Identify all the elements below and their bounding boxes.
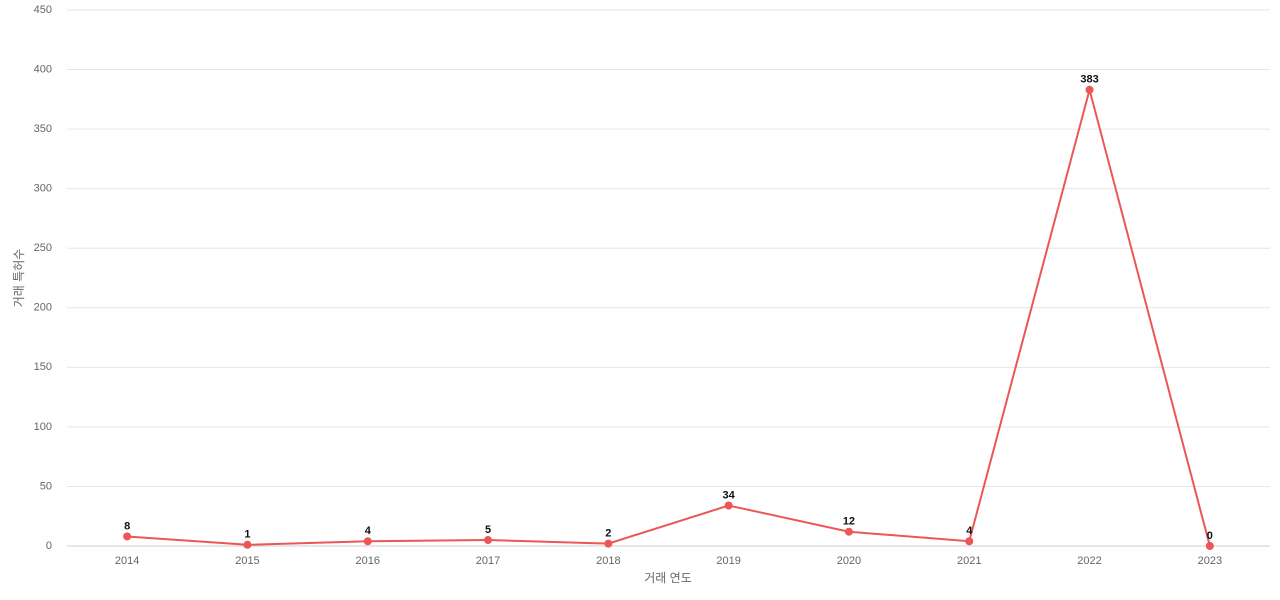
- data-point: [724, 501, 733, 510]
- data-label: 5: [485, 524, 491, 536]
- x-tick-label: 2015: [235, 555, 259, 567]
- data-point: [123, 532, 132, 541]
- data-label: 12: [843, 516, 855, 528]
- x-tick-label: 2014: [115, 555, 139, 567]
- data-point: [1205, 542, 1214, 550]
- y-tick-label: 400: [34, 63, 52, 75]
- x-axis-label: 거래 연도: [644, 571, 692, 585]
- x-tick-label: 2021: [957, 555, 981, 567]
- x-tick-label: 2017: [476, 555, 500, 567]
- y-axis-label: 거래 특허수: [12, 249, 26, 308]
- y-tick-label: 350: [34, 123, 52, 135]
- data-label: 0: [1207, 530, 1213, 542]
- data-label: 34: [723, 489, 736, 501]
- y-tick-label: 250: [34, 242, 52, 254]
- data-label: 383: [1080, 74, 1098, 86]
- data-label: 1: [244, 529, 250, 541]
- y-tick-label: 150: [34, 361, 52, 373]
- series-line: [127, 85, 1211, 547]
- x-tick-label: 2020: [837, 555, 861, 567]
- x-tick-label: 2022: [1077, 555, 1101, 567]
- data-label: 4: [365, 525, 372, 537]
- data-point: [604, 539, 613, 548]
- data-point: [844, 527, 853, 536]
- x-tick-label: 2016: [356, 555, 380, 567]
- data-label: 8: [124, 520, 130, 532]
- y-tick-label: 300: [34, 183, 52, 195]
- y-tick-label: 50: [40, 480, 52, 492]
- y-tick-label: 450: [34, 4, 52, 16]
- x-tick-label: 2019: [716, 555, 740, 567]
- data-label: 2: [605, 528, 611, 540]
- y-tick-label: 0: [46, 540, 52, 552]
- data-point: [363, 537, 372, 546]
- data-point: [965, 537, 974, 546]
- data-label: 4: [966, 525, 973, 537]
- data-point: [243, 540, 252, 549]
- data-point: [1085, 85, 1094, 94]
- y-tick-label: 200: [34, 302, 52, 314]
- x-tick-label: 2018: [596, 555, 620, 567]
- data-point: [484, 536, 493, 545]
- x-tick-label: 2023: [1198, 555, 1222, 567]
- y-tick-label: 100: [34, 421, 52, 433]
